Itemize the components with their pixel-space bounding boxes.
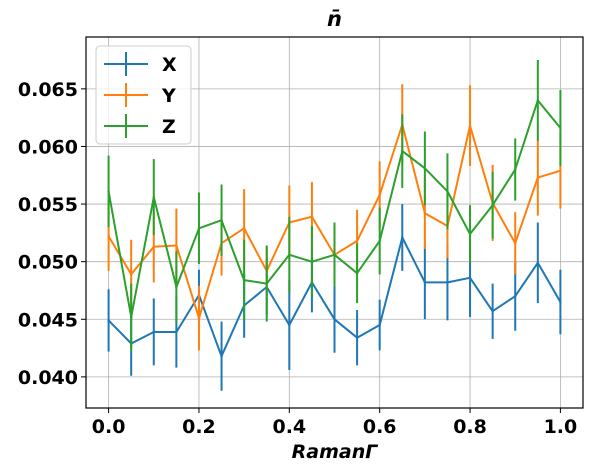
legend-label: Z	[162, 116, 176, 138]
data-point	[152, 245, 155, 248]
data-point	[242, 278, 246, 282]
data-point	[197, 227, 201, 230]
data-point	[107, 235, 110, 238]
data-point	[107, 319, 110, 322]
data-point	[536, 261, 540, 265]
legend-items: XYZ	[104, 52, 177, 138]
legend: XYZ	[95, 45, 192, 145]
data-point	[220, 218, 223, 222]
legend-entry-y: Y	[104, 83, 176, 107]
data-point	[355, 239, 359, 243]
x-tick-label: 1.0	[544, 416, 578, 438]
data-point	[536, 176, 540, 179]
x-tick-label: 0.0	[92, 416, 126, 438]
plot-frame	[85, 36, 584, 409]
data-point	[423, 281, 427, 284]
y-tick-label: 0.050	[18, 252, 78, 274]
data-point	[197, 316, 201, 320]
data-point	[129, 273, 133, 276]
data-point	[491, 204, 494, 207]
data-point	[288, 253, 291, 256]
data-point	[378, 239, 381, 243]
data-point	[288, 323, 291, 327]
tick-layer: 0.0 0.2 0.4 0.6 0.8 1.0 0.040 0.045 0.050 0.055 0.…	[18, 79, 577, 438]
data-point	[310, 260, 314, 263]
data-point	[559, 169, 562, 172]
legend-label: X	[162, 54, 177, 76]
data-point	[468, 232, 472, 236]
chart-title: n̄	[327, 7, 342, 31]
y-tick-label: 0.065	[18, 79, 78, 101]
data-point	[333, 253, 336, 256]
data-point	[355, 336, 359, 339]
data-point	[559, 126, 562, 130]
data-point	[175, 244, 178, 247]
data-point	[242, 227, 246, 230]
data-point	[446, 190, 449, 193]
data-point	[536, 99, 540, 102]
data-point	[491, 310, 494, 313]
data-point	[401, 149, 404, 153]
data-point	[378, 323, 381, 327]
data-point	[423, 167, 427, 170]
y-tick-label: 0.045	[18, 309, 78, 331]
x-axis-label: RamanΓ	[292, 441, 379, 463]
x-tick-label: 0.6	[363, 416, 397, 438]
data-point	[514, 242, 517, 245]
x-tick-label: 0.8	[453, 416, 487, 438]
legend-entry-x: X	[104, 52, 177, 76]
data-point	[468, 124, 472, 127]
data-point	[152, 195, 155, 199]
x-tick-label: 0.4	[272, 416, 306, 438]
series-layer	[107, 60, 562, 391]
data-point	[175, 330, 178, 334]
data-point	[107, 190, 110, 193]
data-point	[129, 315, 133, 319]
data-point	[310, 215, 314, 218]
data-point	[355, 271, 359, 275]
data-point	[220, 354, 223, 358]
legend-entry-z: Z	[104, 114, 176, 138]
data-point	[468, 276, 472, 280]
data-point	[514, 295, 517, 298]
data-point	[333, 318, 336, 321]
data-point	[401, 236, 404, 239]
data-point	[514, 168, 517, 171]
y-tick-label: 0.040	[18, 367, 78, 389]
y-tick-label: 0.060	[18, 136, 78, 158]
x-tick-label: 0.2	[182, 416, 216, 438]
series-z	[107, 60, 562, 351]
data-point	[152, 330, 155, 334]
data-point	[559, 300, 562, 304]
data-point	[378, 193, 381, 197]
data-point	[175, 285, 178, 289]
data-point	[265, 282, 268, 285]
data-point	[446, 281, 449, 284]
legend-label: Y	[161, 85, 176, 107]
y-tick-label: 0.055	[18, 194, 78, 216]
data-point	[423, 212, 427, 215]
